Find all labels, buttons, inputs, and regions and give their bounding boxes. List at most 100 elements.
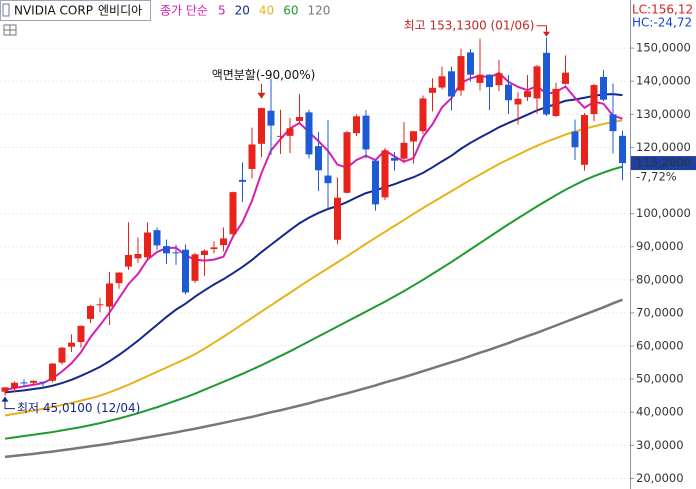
- high-arrow: [536, 25, 547, 33]
- candle-body: [39, 381, 47, 383]
- candle-body: [87, 305, 94, 319]
- candle-body: [571, 131, 579, 148]
- high-annotation: 최고 153,1300 (01/06): [404, 18, 535, 32]
- symbol-name: NVIDIA CORP: [14, 4, 93, 18]
- candle-body: [410, 131, 417, 142]
- annotations: 최고 153,1300 (01/06) 최저 45,0100 (12/04) 액면분…: [1, 18, 550, 415]
- candle-body: [438, 76, 446, 88]
- candle-body: [201, 250, 208, 256]
- candle-body: [391, 158, 398, 161]
- candle-body: [562, 72, 569, 84]
- candle-body: [609, 114, 617, 132]
- hc-label: HC:-24,72: [632, 16, 692, 30]
- axis-panel: [630, 0, 696, 489]
- candle-body: [248, 144, 256, 169]
- y-tick-label: 20,0000: [636, 471, 684, 485]
- y-tick-label: 40,0000: [636, 405, 684, 419]
- candle-body: [239, 179, 246, 182]
- y-axis: 150,0000 140,0000 130,0000 120,0000 100,0000…: [630, 41, 696, 485]
- candle-body: [467, 52, 474, 75]
- split-arrow-head: [257, 92, 266, 99]
- candle-body: [476, 74, 484, 83]
- legend-entry: 40: [259, 4, 274, 18]
- candle-body: [144, 232, 151, 258]
- candle-body: [20, 382, 28, 384]
- legend-entry: 60: [283, 4, 298, 18]
- moving-average-line: [4, 119, 623, 417]
- y-tick-label: 70,0000: [636, 305, 684, 319]
- y-tick-label: 80,0000: [636, 272, 684, 286]
- high-arrow-head: [543, 31, 550, 37]
- candle-body: [334, 197, 341, 240]
- candle-body: [163, 246, 170, 254]
- candle-body: [11, 382, 18, 389]
- candle-body: [125, 255, 132, 267]
- ma-label: 종가 단순: [160, 4, 208, 18]
- candle-body: [381, 150, 389, 198]
- y-tick-label: 60,0000: [636, 339, 684, 353]
- y-tick-label: 50,0000: [636, 372, 684, 386]
- candle-body: [514, 98, 522, 105]
- low-arrow-head: [1, 396, 9, 402]
- candle-body: [495, 73, 503, 86]
- candle-body: [372, 160, 379, 205]
- candle-body: [115, 272, 123, 284]
- candle-body: [134, 254, 142, 259]
- candle-body: [362, 115, 370, 150]
- plot: [1, 37, 626, 459]
- candle-body: [96, 304, 104, 306]
- last-price-box: [631, 156, 696, 171]
- symbol-box[interactable]: [0, 0, 151, 21]
- candle-body: [353, 116, 360, 134]
- candle-body: [448, 71, 455, 97]
- candle-body: [343, 132, 351, 193]
- candle-body: [315, 146, 322, 171]
- candle-body: [77, 325, 85, 343]
- candle-body: [106, 283, 113, 307]
- candle-body: [277, 135, 284, 137]
- candle-body: [324, 175, 332, 184]
- candle-body: [486, 74, 493, 88]
- candle-body: [619, 135, 626, 164]
- candle-body: [533, 66, 541, 99]
- candle-body: [600, 76, 607, 100]
- symbol-korean: 엔비디아: [98, 4, 142, 18]
- candle-body: [229, 192, 237, 235]
- candle-body: [210, 247, 218, 250]
- candle-body: [191, 254, 199, 281]
- lc-label: LC:156,12: [632, 3, 693, 17]
- candle-body: [552, 88, 560, 116]
- candle-body: [296, 116, 303, 121]
- candle-body: [457, 56, 465, 91]
- candle-body: [305, 112, 313, 155]
- legend-entry: 20: [235, 4, 250, 18]
- y-tick-label: 120,0000: [636, 140, 691, 154]
- candle-body: [581, 115, 588, 165]
- candle-body: [220, 238, 227, 246]
- low-annotation: 최저 45,0100 (12/04): [17, 401, 140, 415]
- candle-body: [1, 387, 9, 392]
- candle-body: [429, 87, 436, 93]
- candle-body: [505, 84, 512, 101]
- symbol-icon: [2, 3, 10, 17]
- candle-body: [58, 347, 66, 363]
- candle-body: [153, 230, 161, 246]
- change-label: -7,72%: [636, 170, 677, 184]
- legend-entry: 5: [218, 4, 226, 18]
- candle-body: [49, 363, 56, 381]
- y-tick-label: 90,0000: [636, 239, 684, 253]
- legend-entry: 120: [307, 4, 330, 18]
- candle-body: [286, 128, 294, 136]
- candle-body: [182, 249, 189, 293]
- y-tick-label: 30,0000: [636, 438, 684, 452]
- y-tick-label: 150,0000: [636, 41, 691, 55]
- moving-average-line: [4, 165, 623, 440]
- moving-average-line: [4, 298, 623, 459]
- low-arrow: [4, 400, 15, 410]
- candle-body: [68, 342, 75, 347]
- y-tick-label: 140,0000: [636, 74, 691, 88]
- candle-body: [258, 108, 265, 144]
- candle-body: [419, 98, 427, 132]
